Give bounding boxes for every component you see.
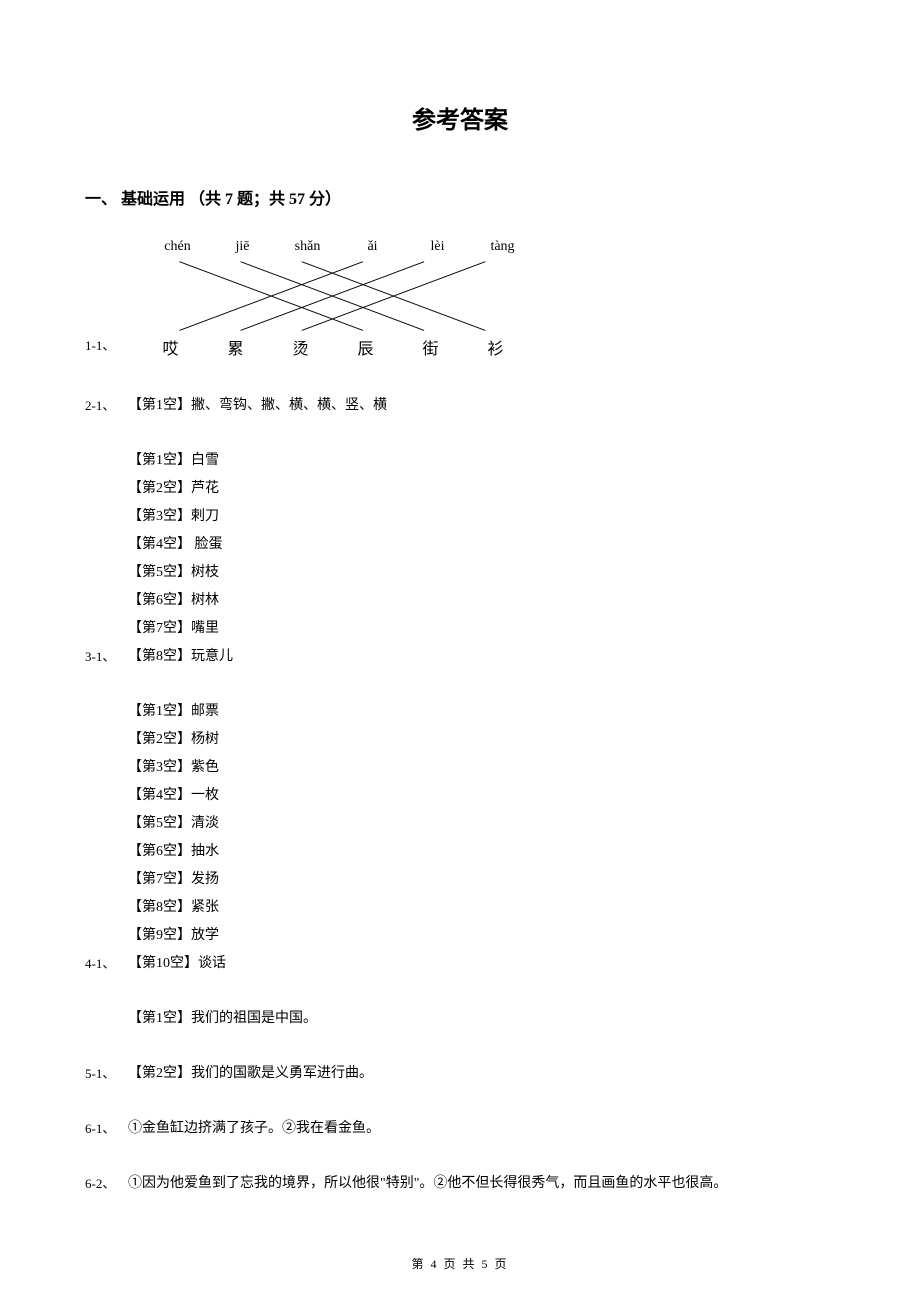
question-label: 3-1、 bbox=[85, 646, 120, 665]
char-item: 衫 bbox=[463, 335, 528, 359]
answer-line: 【第5空】清淡 bbox=[128, 812, 835, 832]
question-label: 6-2、 bbox=[85, 1173, 120, 1192]
answer-line: 【第2空】杨树 bbox=[128, 728, 835, 748]
answer-line: 【第9空】放学 bbox=[128, 924, 835, 944]
char-row: 哎 累 烫 辰 街 衫 bbox=[138, 335, 528, 359]
answer-line: 【第3空】剌刀 bbox=[128, 505, 835, 525]
section-header: 一、 基础运用 （共 7 题；共 57 分） bbox=[85, 185, 835, 209]
char-item: 辰 bbox=[333, 335, 398, 359]
pinyin-row: chén jiē shǎn ǎi lèi tàng bbox=[145, 239, 535, 255]
question-3: 【第1空】白雪 【第2空】芦花 【第3空】剌刀 【第4空】 脸蛋 【第5空】树枝… bbox=[85, 449, 835, 665]
pinyin-item: lèi bbox=[405, 239, 470, 255]
matching-lines bbox=[155, 257, 505, 337]
answer-line: 【第1空】白雪 bbox=[128, 449, 835, 469]
answer-text: 【第1空】撇、弯钩、撇、横、横、竖、横 bbox=[128, 394, 387, 414]
answer-line: 【第3空】紫色 bbox=[128, 756, 835, 776]
question-6-2: 6-2、 ①因为他爱鱼到了忘我的境界，所以他很"特别"。②他不但长得很秀气，而且… bbox=[85, 1172, 835, 1192]
pinyin-item: jiē bbox=[210, 239, 275, 255]
answer-line: 【第7空】嘴里 bbox=[128, 617, 835, 637]
question-label: 1-1、 bbox=[85, 335, 115, 354]
page-footer: 第 4 页 共 5 页 bbox=[0, 1255, 920, 1272]
pinyin-item: ǎi bbox=[340, 239, 405, 255]
pinyin-item: tàng bbox=[470, 239, 535, 255]
answer-line: 【第6空】树林 bbox=[128, 589, 835, 609]
answer-line: 【第1空】邮票 bbox=[128, 700, 835, 720]
answer-line: 【第4空】 脸蛋 bbox=[128, 533, 835, 553]
question-label: 4-1、 bbox=[85, 953, 120, 972]
question-label: 2-1、 bbox=[85, 395, 120, 414]
page-title: 参考答案 bbox=[85, 100, 835, 135]
answer-line: 【第2空】我们的国歌是义勇军进行曲。 bbox=[128, 1062, 373, 1082]
pinyin-item: chén bbox=[145, 239, 210, 255]
char-item: 哎 bbox=[138, 335, 203, 359]
pinyin-item: shǎn bbox=[275, 239, 340, 255]
answer-text: ①因为他爱鱼到了忘我的境界，所以他很"特别"。②他不但长得很秀气，而且画鱼的水平… bbox=[128, 1172, 727, 1192]
answer-line: 【第5空】树枝 bbox=[128, 561, 835, 581]
question-label: 5-1、 bbox=[85, 1063, 120, 1082]
answer-line: 【第7空】发扬 bbox=[128, 868, 835, 888]
char-item: 烫 bbox=[268, 335, 333, 359]
question-6-1: 6-1、 ①金鱼缸边挤满了孩子。②我在看金鱼。 bbox=[85, 1117, 835, 1137]
char-item: 累 bbox=[203, 335, 268, 359]
answer-line: 【第4空】一枚 bbox=[128, 784, 835, 804]
answer-line: 【第2空】芦花 bbox=[128, 477, 835, 497]
answer-line: 【第8空】玩意儿 bbox=[128, 645, 233, 665]
char-item: 街 bbox=[398, 335, 463, 359]
answer-line: 【第6空】抽水 bbox=[128, 840, 835, 860]
answer-line: 【第8空】紧张 bbox=[128, 896, 835, 916]
answer-text: ①金鱼缸边挤满了孩子。②我在看金鱼。 bbox=[128, 1117, 380, 1137]
answer-line: 【第10空】谈话 bbox=[128, 952, 226, 972]
question-label: 6-1、 bbox=[85, 1118, 120, 1137]
question-5: 【第1空】我们的祖国是中国。 5-1、 【第2空】我们的国歌是义勇军进行曲。 bbox=[85, 1007, 835, 1082]
answer-line: 【第1空】我们的祖国是中国。 bbox=[128, 1007, 835, 1027]
question-4: 【第1空】邮票 【第2空】杨树 【第3空】紫色 【第4空】一枚 【第5空】清淡 … bbox=[85, 700, 835, 972]
question-1-diagram: chén jiē shǎn ǎi lèi tàng 哎 累 烫 辰 街 衫 1-… bbox=[95, 239, 835, 359]
question-2: 2-1、 【第1空】撇、弯钩、撇、横、横、竖、横 bbox=[85, 394, 835, 414]
